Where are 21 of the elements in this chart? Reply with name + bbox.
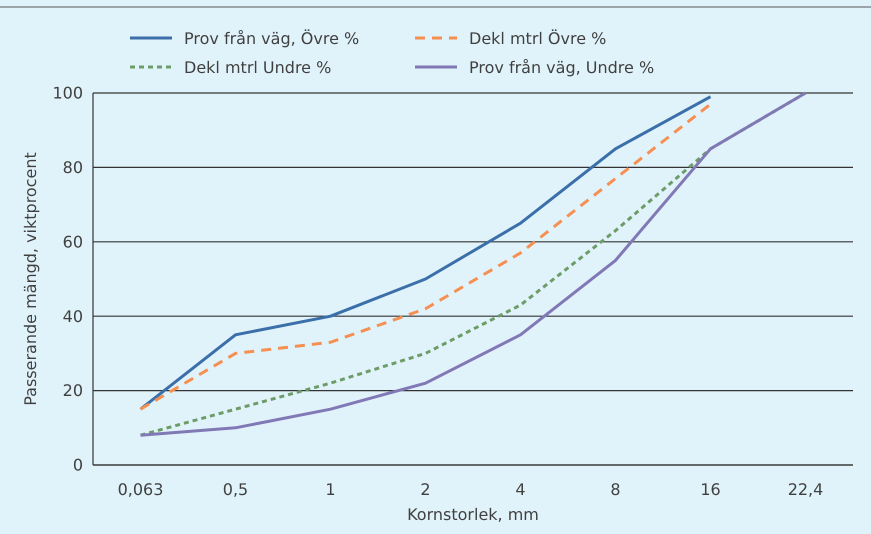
y-tick-label: 20 xyxy=(62,381,83,400)
x-tick-label: 16 xyxy=(700,480,721,499)
x-tick-label: 1 xyxy=(325,480,336,499)
legend-label: Prov från väg, Undre % xyxy=(469,58,654,77)
legend-label: Dekl mtrl Övre % xyxy=(469,29,606,48)
x-tick-label: 2 xyxy=(420,480,431,499)
x-axis-title: Kornstorlek, mm xyxy=(407,505,539,524)
legend-label: Dekl mtrl Undre % xyxy=(184,58,332,77)
y-tick-label: 60 xyxy=(62,232,83,252)
line-series xyxy=(139,92,807,437)
y-tick-label: 40 xyxy=(62,306,83,326)
legend-label: Prov från väg, Övre % xyxy=(184,29,360,48)
x-tick-label: 4 xyxy=(515,480,526,499)
y-tick-label: 100 xyxy=(52,84,83,103)
y-tick-label: 80 xyxy=(62,158,83,177)
y-tick-label: 0 xyxy=(72,456,83,475)
x-tick-label: 0,063 xyxy=(118,480,164,499)
x-tick-label: 0,5 xyxy=(222,480,248,499)
x-tick-label: 22,4 xyxy=(788,480,824,499)
y-axis-title: Passerande mängd, viktprocent xyxy=(21,152,40,406)
x-tick-label: 8 xyxy=(610,480,621,499)
